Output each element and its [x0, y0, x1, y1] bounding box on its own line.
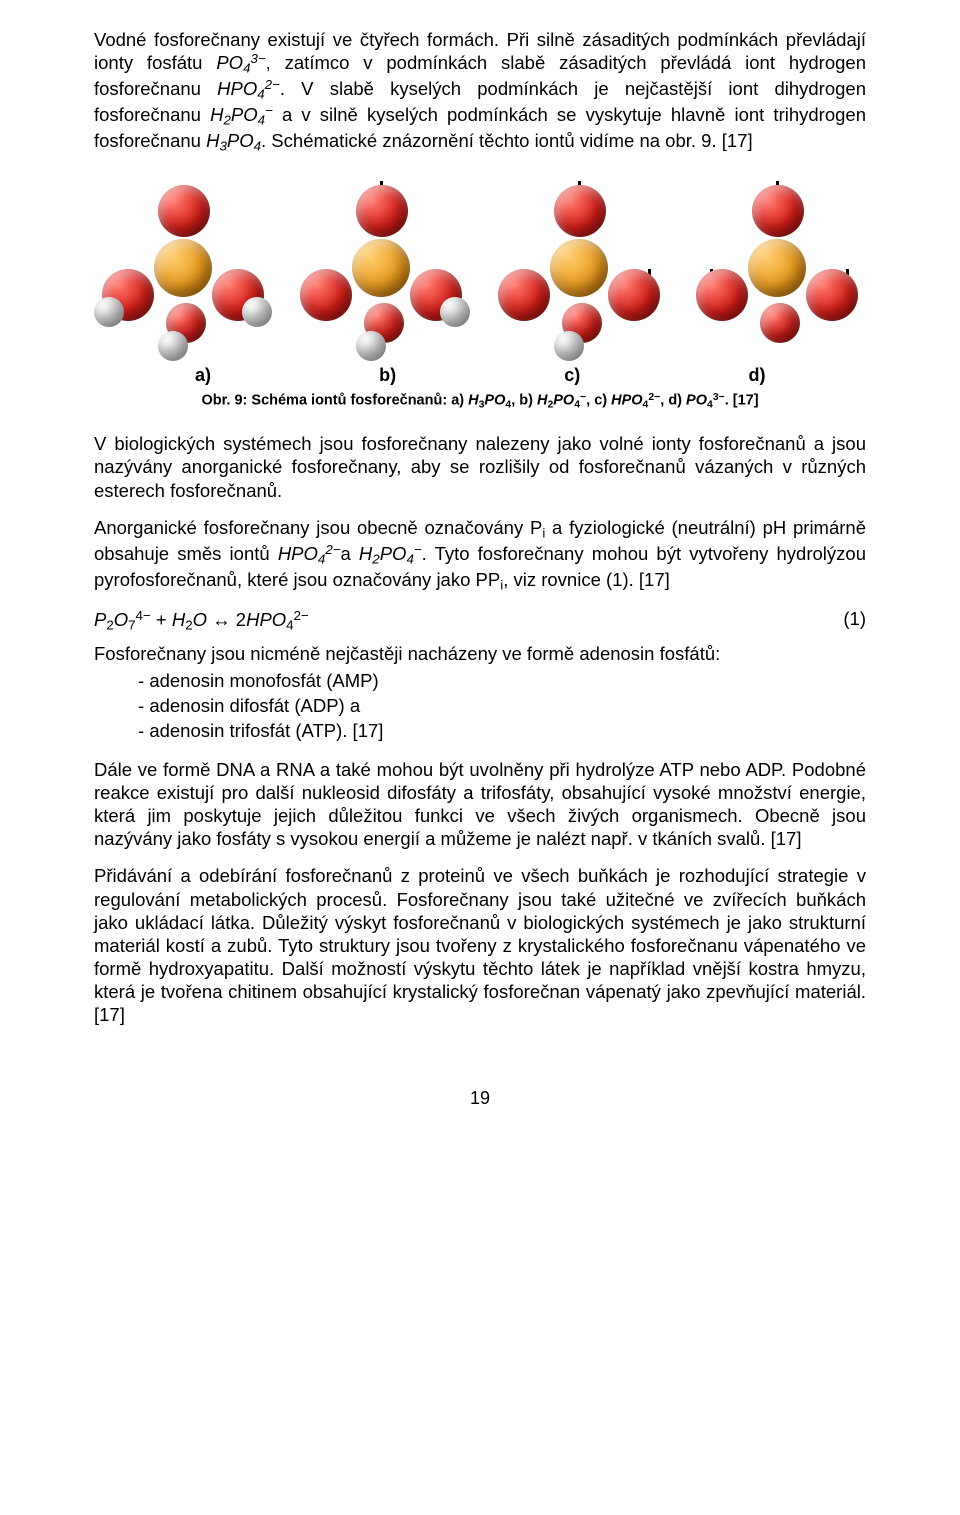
- paragraph-adenosin-lead: Fosforečnany jsou nicméně nejčastěji nac…: [94, 642, 866, 665]
- adenosin-list: adenosin monofosfát (AMP) adenosin difos…: [94, 669, 866, 744]
- list-item: adenosin monofosfát (AMP): [138, 669, 866, 694]
- paragraph-proteins: Přidávání a odebírání fosforečnanů z pro…: [94, 864, 866, 1026]
- molecule-h3po4: [94, 181, 272, 359]
- figure-caption: Obr. 9: Schéma iontů fosforečnanů: a) H3…: [94, 392, 866, 410]
- molecule-h2po4: [292, 181, 470, 359]
- list-item: adenosin trifosfát (ATP). [17]: [138, 719, 866, 744]
- list-item: adenosin difosfát (ADP) a: [138, 694, 866, 719]
- figure-molecules: [94, 181, 866, 359]
- equation-1: P2O74− + H2O ↔ 2HPO42− (1): [94, 608, 866, 632]
- paragraph-intro: Vodné fosforečnany existují ve čtyřech f…: [94, 28, 866, 155]
- molecule-po4: [688, 181, 866, 359]
- paragraph-bio2: Anorganické fosforečnany jsou obecně ozn…: [94, 516, 866, 594]
- label-b: b): [299, 365, 477, 386]
- paragraph-dna: Dále ve formě DNA a RNA a také mohou být…: [94, 758, 866, 851]
- label-c: c): [483, 365, 661, 386]
- page-container: Vodné fosforečnany existují ve čtyřech f…: [0, 0, 960, 1129]
- equation-number: (1): [843, 608, 866, 632]
- equation-lhs: P2O74− + H2O ↔ 2HPO42−: [94, 608, 309, 632]
- paragraph-bio1: V biologických systémech jsou fosforečna…: [94, 432, 866, 501]
- molecule-hpo4: [490, 181, 668, 359]
- label-a: a): [114, 365, 292, 386]
- figure-sublabels: a) b) c) d): [114, 365, 846, 386]
- page-number: 19: [94, 1088, 866, 1129]
- label-d: d): [668, 365, 846, 386]
